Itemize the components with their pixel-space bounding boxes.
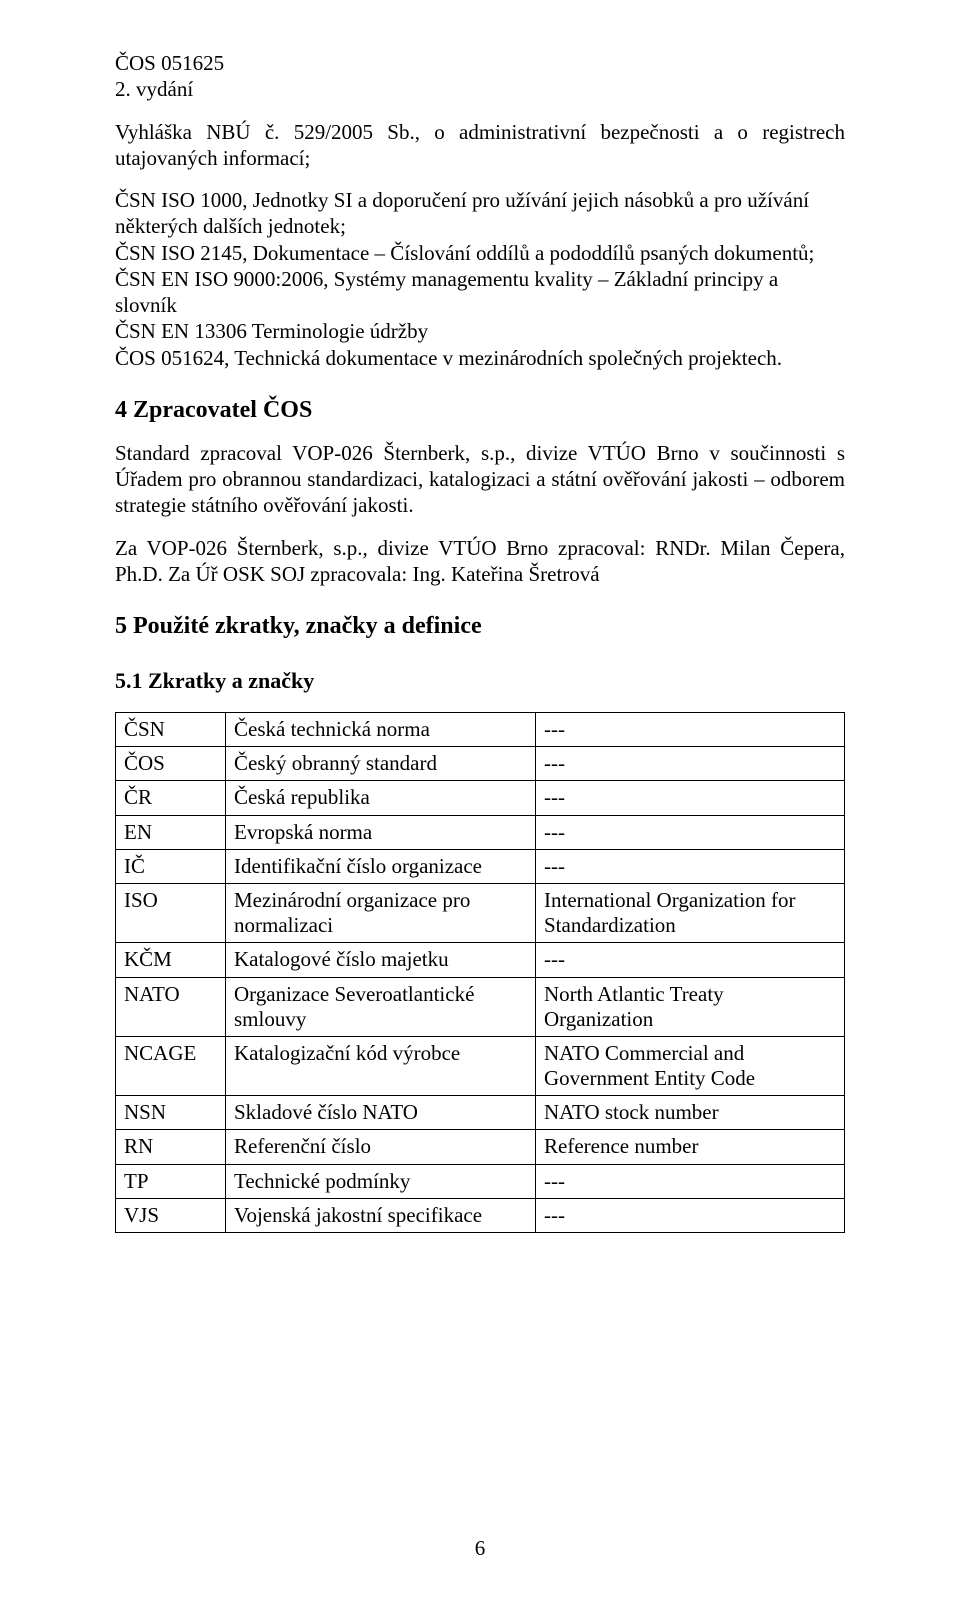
cz-cell: Český obranný standard bbox=[226, 747, 536, 781]
table-row: ISO Mezinárodní organizace pro normaliza… bbox=[116, 883, 845, 942]
table-row: TP Technické podmínky --- bbox=[116, 1164, 845, 1198]
reference-item: ČSN ISO 2145, Dokumentace – Číslování od… bbox=[115, 240, 845, 266]
abbreviations-table: ČSN Česká technická norma --- ČOS Český … bbox=[115, 712, 845, 1233]
cz-cell: Katalogizační kód výrobce bbox=[226, 1036, 536, 1095]
table-row: NATO Organizace Severoatlantické smlouvy… bbox=[116, 977, 845, 1036]
en-cell: --- bbox=[536, 943, 845, 977]
cz-cell: Vojenská jakostní specifikace bbox=[226, 1198, 536, 1232]
table-row: IČ Identifikační číslo organizace --- bbox=[116, 849, 845, 883]
abbr-cell: ČR bbox=[116, 781, 226, 815]
cz-cell: Česká republika bbox=[226, 781, 536, 815]
intro-line: Vyhláška NBÚ č. 529/2005 Sb., o administ… bbox=[115, 119, 845, 172]
doc-edition: 2. vydání bbox=[115, 76, 845, 102]
abbr-cell: NCAGE bbox=[116, 1036, 226, 1095]
cz-cell: Referenční číslo bbox=[226, 1130, 536, 1164]
table-row: ČSN Česká technická norma --- bbox=[116, 713, 845, 747]
reference-item: ČSN EN ISO 9000:2006, Systémy management… bbox=[115, 266, 845, 319]
table-row: KČM Katalogové číslo majetku --- bbox=[116, 943, 845, 977]
cz-cell: Evropská norma bbox=[226, 815, 536, 849]
abbr-cell: KČM bbox=[116, 943, 226, 977]
en-cell: --- bbox=[536, 747, 845, 781]
en-cell: International Organization for Standardi… bbox=[536, 883, 845, 942]
cz-cell: Mezinárodní organizace pro normalizaci bbox=[226, 883, 536, 942]
en-cell: --- bbox=[536, 1198, 845, 1232]
abbr-cell: NATO bbox=[116, 977, 226, 1036]
cz-cell: Identifikační číslo organizace bbox=[226, 849, 536, 883]
reference-item: ČOS 051624, Technická dokumentace v mezi… bbox=[115, 345, 845, 371]
section-4-p2: Za VOP-026 Šternberk, s.p., divize VTÚO … bbox=[115, 535, 845, 588]
en-cell: --- bbox=[536, 815, 845, 849]
abbr-cell: NSN bbox=[116, 1096, 226, 1130]
abbr-cell: VJS bbox=[116, 1198, 226, 1232]
abbr-cell: EN bbox=[116, 815, 226, 849]
table-row: NCAGE Katalogizační kód výrobce NATO Com… bbox=[116, 1036, 845, 1095]
page: ČOS 051625 2. vydání Vyhláška NBÚ č. 529… bbox=[0, 0, 960, 1601]
abbr-cell: ČOS bbox=[116, 747, 226, 781]
doc-code: ČOS 051625 bbox=[115, 50, 845, 76]
abbr-cell: RN bbox=[116, 1130, 226, 1164]
cz-cell: Katalogové číslo majetku bbox=[226, 943, 536, 977]
section-5-title: 5 Použité zkratky, značky a definice bbox=[115, 613, 845, 640]
table-row: NSN Skladové číslo NATO NATO stock numbe… bbox=[116, 1096, 845, 1130]
cz-cell: Česká technická norma bbox=[226, 713, 536, 747]
en-cell: --- bbox=[536, 1164, 845, 1198]
en-cell: NATO Commercial and Government Entity Co… bbox=[536, 1036, 845, 1095]
reference-item: ČSN ISO 1000, Jednotky SI a doporučení p… bbox=[115, 187, 845, 240]
en-cell: --- bbox=[536, 713, 845, 747]
section-5-1-title: 5.1 Zkratky a značky bbox=[115, 668, 845, 694]
en-cell: NATO stock number bbox=[536, 1096, 845, 1130]
section-4-title: 4 Zpracovatel ČOS bbox=[115, 397, 845, 424]
table-row: ČR Česká republika --- bbox=[116, 781, 845, 815]
reference-item: ČSN EN 13306 Terminologie údržby bbox=[115, 318, 845, 344]
reference-list: ČSN ISO 1000, Jednotky SI a doporučení p… bbox=[115, 187, 845, 371]
abbr-cell: ISO bbox=[116, 883, 226, 942]
en-cell: --- bbox=[536, 849, 845, 883]
cz-cell: Skladové číslo NATO bbox=[226, 1096, 536, 1130]
abbr-cell: ČSN bbox=[116, 713, 226, 747]
page-number: 6 bbox=[0, 1536, 960, 1561]
table-row: EN Evropská norma --- bbox=[116, 815, 845, 849]
table-row: VJS Vojenská jakostní specifikace --- bbox=[116, 1198, 845, 1232]
abbr-cell: TP bbox=[116, 1164, 226, 1198]
section-4-p1: Standard zpracoval VOP-026 Šternberk, s.… bbox=[115, 440, 845, 519]
cz-cell: Technické podmínky bbox=[226, 1164, 536, 1198]
en-cell: --- bbox=[536, 781, 845, 815]
en-cell: North Atlantic Treaty Organization bbox=[536, 977, 845, 1036]
table-row: RN Referenční číslo Reference number bbox=[116, 1130, 845, 1164]
cz-cell: Organizace Severoatlantické smlouvy bbox=[226, 977, 536, 1036]
table-row: ČOS Český obranný standard --- bbox=[116, 747, 845, 781]
abbr-cell: IČ bbox=[116, 849, 226, 883]
en-cell: Reference number bbox=[536, 1130, 845, 1164]
